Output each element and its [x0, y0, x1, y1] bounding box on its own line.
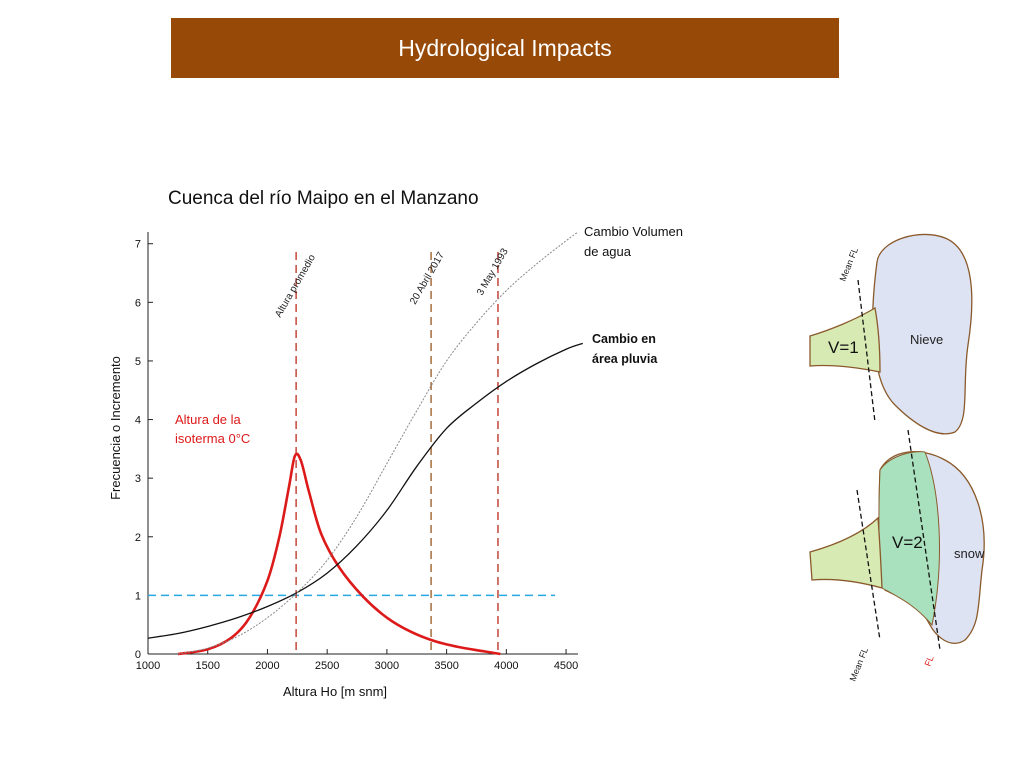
annotation-isoterma: isoterma 0°C	[175, 431, 250, 446]
mean-fl-label-top: Mean FL	[838, 246, 861, 283]
annotation-isoterma: Altura de la	[175, 412, 242, 427]
x-tick-label: 2500	[315, 660, 339, 672]
chart-series	[147, 231, 583, 656]
fl-label-bottom: FL	[923, 654, 936, 667]
ref-line-label: 20 Abril 2017	[408, 250, 447, 306]
annotation-volumen: Cambio Volumen	[584, 224, 683, 239]
annotation-pluvia: Cambio en	[592, 332, 656, 346]
y-tick-label: 5	[135, 356, 141, 368]
chart-axes: 1000 1500 2000 2500 3000 3500 4000 4500 0 1 2 3 4 5 6 7…	[108, 232, 578, 699]
x-tick-label: 4000	[494, 660, 518, 672]
mean-fl-line-bottom	[856, 489, 881, 641]
y-tick-label: 1	[135, 590, 141, 602]
header-banner: Hydrological Impacts	[171, 18, 839, 78]
x-tick-label: 3000	[375, 660, 399, 672]
v-label-bottom: V=2	[892, 533, 923, 552]
reference-lines: Altura promedio 20 Abril 2017 3 May 1993	[148, 246, 555, 654]
x-tick-label: 3500	[434, 660, 458, 672]
y-tick-label: 4	[135, 415, 141, 427]
annotation-volumen: de agua	[584, 244, 632, 259]
rain-light-area-bottom	[809, 516, 883, 589]
snow-label-bottom: snow	[954, 546, 985, 561]
annotation-pluvia: área pluvia	[592, 352, 658, 366]
x-tick-label: 1500	[195, 660, 219, 672]
chart-title: Cuenca del río Maipo en el Manzano	[168, 188, 479, 209]
y-tick-label: 6	[135, 297, 141, 309]
series-line-1	[147, 342, 583, 639]
y-tick-label: 0	[135, 649, 141, 661]
rain-area-top	[809, 306, 881, 373]
series-line-0	[177, 452, 501, 656]
x-tick-label: 2000	[255, 660, 279, 672]
fl-line-bottom	[907, 429, 941, 651]
x-tick-label: 1000	[136, 660, 160, 672]
v-label-top: V=1	[828, 338, 859, 357]
mean-fl-label-bottom: Mean FL	[848, 646, 871, 683]
chart-annotations: Altura de la isoterma 0°C Cambio Volumen de…	[175, 224, 683, 446]
page-title: Hydrological Impacts	[398, 34, 612, 61]
diagram-bottom: Mean FL FL V=2 snow	[809, 429, 985, 683]
series-line-2	[177, 231, 579, 655]
y-tick-label: 2	[135, 532, 141, 544]
snow-label-top: Nieve	[910, 332, 943, 347]
x-tick-label: 4500	[554, 660, 578, 672]
x-axis-label: Altura Ho [m snm]	[283, 684, 387, 699]
y-tick-label: 3	[135, 473, 141, 485]
diagram-top: Mean FL Nieve V=1	[809, 233, 973, 435]
y-axis-label: Frecuencia o Incremento	[108, 356, 123, 500]
ref-line-label: 3 May 1993	[475, 246, 511, 297]
y-tick-label: 7	[135, 239, 141, 251]
